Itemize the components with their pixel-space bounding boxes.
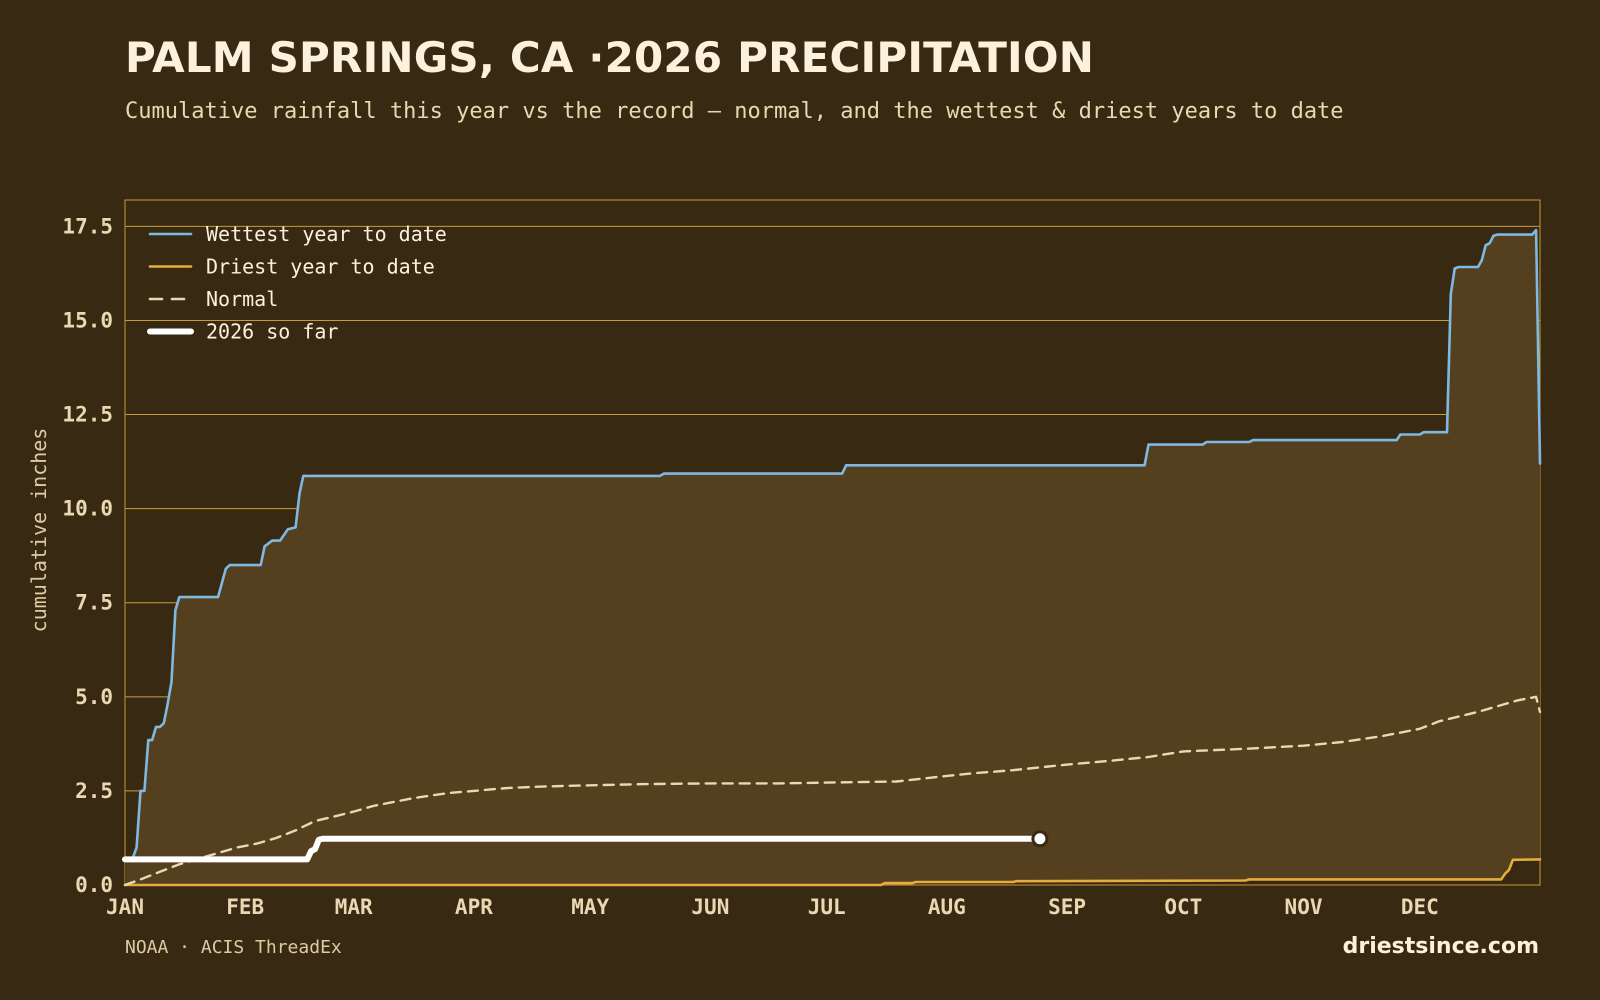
- x-tick-label: MAY: [571, 895, 609, 919]
- x-tick-label: OCT: [1164, 895, 1202, 919]
- x-tick-label: JUN: [691, 895, 729, 919]
- y-tick-label: 0.0: [75, 873, 113, 897]
- x-tick-label: JUL: [808, 895, 846, 919]
- x-tick-label: APR: [455, 895, 493, 919]
- y-tick-label: 5.0: [75, 685, 113, 709]
- series-lines: [122, 228, 1542, 887]
- chart-title: PALM SPRINGS, CA ·2026 PRECIPITATION: [125, 33, 1095, 82]
- legend-label: Normal: [206, 287, 278, 311]
- wet-dry-range-fill: [125, 230, 1540, 886]
- legend-label: Driest year to date: [206, 255, 435, 279]
- y-tick-label: 10.0: [62, 497, 113, 521]
- source-credit: NOAA · ACIS ThreadEx: [125, 937, 342, 958]
- x-tick-label: DEC: [1401, 895, 1439, 919]
- x-tick-label: MAR: [335, 895, 373, 919]
- wettest-line: [123, 228, 1542, 861]
- x-tick-label: FEB: [226, 895, 264, 919]
- driest-line: [123, 858, 1542, 887]
- legend-label: 2026 so far: [206, 320, 338, 344]
- y-tick-label: 7.5: [75, 591, 113, 615]
- current-year-end-marker: [1031, 830, 1049, 848]
- range-band: [125, 230, 1540, 886]
- y-tick-label: 2.5: [75, 779, 113, 803]
- x-tick-label: AUG: [928, 895, 966, 919]
- y-tick-label: 15.0: [62, 308, 113, 332]
- legend: Wettest year to date Driest year to date N…: [147, 222, 447, 344]
- y-tick-label: 12.5: [62, 403, 113, 427]
- brand-link[interactable]: driestsince.com: [1342, 934, 1539, 959]
- chart-subtitle: Cumulative rainfall this year vs the rec…: [125, 99, 1344, 124]
- axis-ticks: 0.0 2.5 5.0 7.5 10.0 12.5 15.0 17.5 JAN FEB MAR APR…: [62, 214, 1438, 919]
- x-tick-label: NOV: [1285, 895, 1323, 919]
- x-tick-label: SEP: [1048, 895, 1086, 919]
- legend-label: Wettest year to date: [206, 222, 447, 246]
- current-year-line: [122, 835, 1043, 863]
- y-tick-label: 17.5: [62, 214, 113, 238]
- normal-line: [123, 695, 1542, 887]
- y-axis-label: cumulative inches: [27, 428, 51, 633]
- x-tick-label: JAN: [106, 895, 144, 919]
